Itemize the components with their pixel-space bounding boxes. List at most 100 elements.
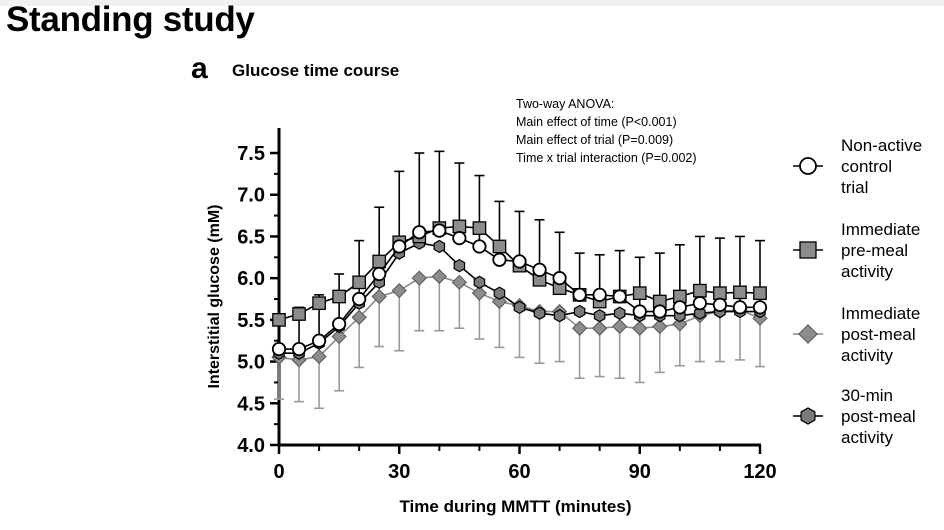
data-point bbox=[694, 306, 706, 320]
y-axis-label-group: Interstitial glucose (mM) bbox=[206, 204, 223, 388]
data-point bbox=[451, 274, 467, 290]
data-point bbox=[592, 287, 607, 302]
data-point bbox=[372, 254, 387, 269]
x-tick-label: 120 bbox=[743, 461, 776, 483]
y-tick-label: 5.5 bbox=[237, 310, 265, 332]
legend-item: 30-min post-meal activity bbox=[793, 386, 916, 447]
legend-marker bbox=[800, 407, 816, 425]
legend-label: activity bbox=[841, 428, 893, 447]
data-point bbox=[291, 341, 307, 357]
legend-label: Immediate bbox=[841, 220, 920, 239]
data-point bbox=[512, 254, 527, 269]
legend-item: Non-active control trial bbox=[793, 136, 922, 197]
data-point bbox=[592, 320, 608, 336]
legend-label: activity bbox=[841, 346, 893, 365]
data-point bbox=[433, 239, 446, 254]
y-tick-label: 5.0 bbox=[237, 352, 265, 374]
data-point bbox=[452, 231, 467, 246]
legend-label: post-meal bbox=[841, 407, 916, 426]
x-tick-label: 30 bbox=[388, 461, 410, 483]
data-point bbox=[672, 316, 688, 332]
data-point bbox=[672, 300, 687, 315]
data-point bbox=[331, 328, 347, 345]
data-point bbox=[753, 286, 767, 301]
anova-annotation-line: Two-way ANOVA: bbox=[516, 97, 614, 111]
data-point bbox=[311, 333, 327, 348]
top-band bbox=[0, 0, 944, 6]
anova-annotation-line: Time x trial interaction (P=0.002) bbox=[516, 151, 697, 165]
data-point bbox=[412, 225, 427, 240]
data-point bbox=[332, 289, 346, 304]
panel-title: Glucose time course bbox=[232, 61, 400, 80]
data-point bbox=[272, 313, 286, 327]
data-point bbox=[632, 320, 648, 336]
data-point bbox=[391, 283, 407, 299]
data-point bbox=[351, 309, 367, 325]
data-point bbox=[431, 268, 447, 285]
x-tick-label: 90 bbox=[629, 461, 651, 483]
legend-item: Immediate post-meal activity bbox=[793, 304, 920, 365]
legend-item: Immediate pre-meal activity bbox=[793, 220, 920, 281]
data-point bbox=[632, 286, 647, 301]
data-point bbox=[552, 271, 567, 286]
legend-label: Non-active bbox=[841, 136, 922, 155]
legend-marker bbox=[799, 241, 817, 259]
data-point bbox=[352, 291, 367, 307]
data-point bbox=[513, 300, 526, 315]
data-point bbox=[493, 286, 506, 300]
data-point bbox=[492, 239, 507, 254]
data-point bbox=[573, 304, 586, 319]
data-point bbox=[471, 285, 488, 301]
data-point bbox=[372, 266, 387, 282]
data-point bbox=[472, 239, 487, 254]
data-point bbox=[612, 289, 627, 304]
page-heading: Standing study bbox=[6, 0, 255, 39]
data-point bbox=[312, 296, 326, 311]
data-point bbox=[533, 306, 546, 320]
data-point bbox=[572, 320, 588, 336]
legend-label: trial bbox=[841, 178, 868, 197]
data-point bbox=[632, 304, 647, 319]
data-point bbox=[693, 283, 707, 298]
data-point bbox=[452, 219, 467, 234]
legend-label: post-meal bbox=[841, 325, 916, 344]
data-point bbox=[453, 258, 466, 273]
data-point bbox=[612, 318, 628, 335]
data-point bbox=[532, 262, 547, 277]
y-tick-label: 4.0 bbox=[237, 435, 265, 457]
data-point bbox=[492, 252, 507, 267]
data-point bbox=[652, 318, 668, 335]
panel-letter: a bbox=[191, 52, 208, 85]
data-point bbox=[371, 288, 387, 305]
data-point bbox=[712, 297, 728, 312]
y-tick-label: 6.5 bbox=[237, 226, 265, 248]
x-tick-label: 60 bbox=[508, 461, 530, 483]
data-point bbox=[473, 275, 486, 290]
data-point bbox=[572, 287, 587, 302]
legend-marker bbox=[798, 324, 818, 344]
data-point bbox=[352, 275, 367, 290]
data-point bbox=[491, 293, 508, 310]
x-tick-label: 0 bbox=[273, 461, 284, 483]
y-axis-label: Interstitial glucose (mM) bbox=[206, 204, 223, 388]
legend-label: pre-meal bbox=[841, 241, 908, 260]
data-point bbox=[311, 348, 327, 365]
legend-label: activity bbox=[841, 262, 893, 281]
data-point bbox=[752, 300, 768, 315]
data-point bbox=[392, 239, 407, 254]
data-point bbox=[733, 285, 747, 300]
data-point bbox=[292, 307, 306, 321]
data-point bbox=[411, 270, 427, 286]
data-point bbox=[732, 300, 748, 315]
data-point bbox=[613, 306, 626, 320]
data-point bbox=[692, 296, 707, 311]
data-point bbox=[713, 286, 727, 301]
y-tick-label: 6.0 bbox=[237, 268, 265, 290]
data-point bbox=[472, 221, 487, 235]
data-point bbox=[593, 309, 606, 323]
x-axis-label: Time during MMTT (minutes) bbox=[399, 497, 631, 516]
y-tick-label: 7.5 bbox=[237, 143, 265, 165]
data-point bbox=[271, 341, 287, 357]
data-point bbox=[332, 316, 347, 332]
